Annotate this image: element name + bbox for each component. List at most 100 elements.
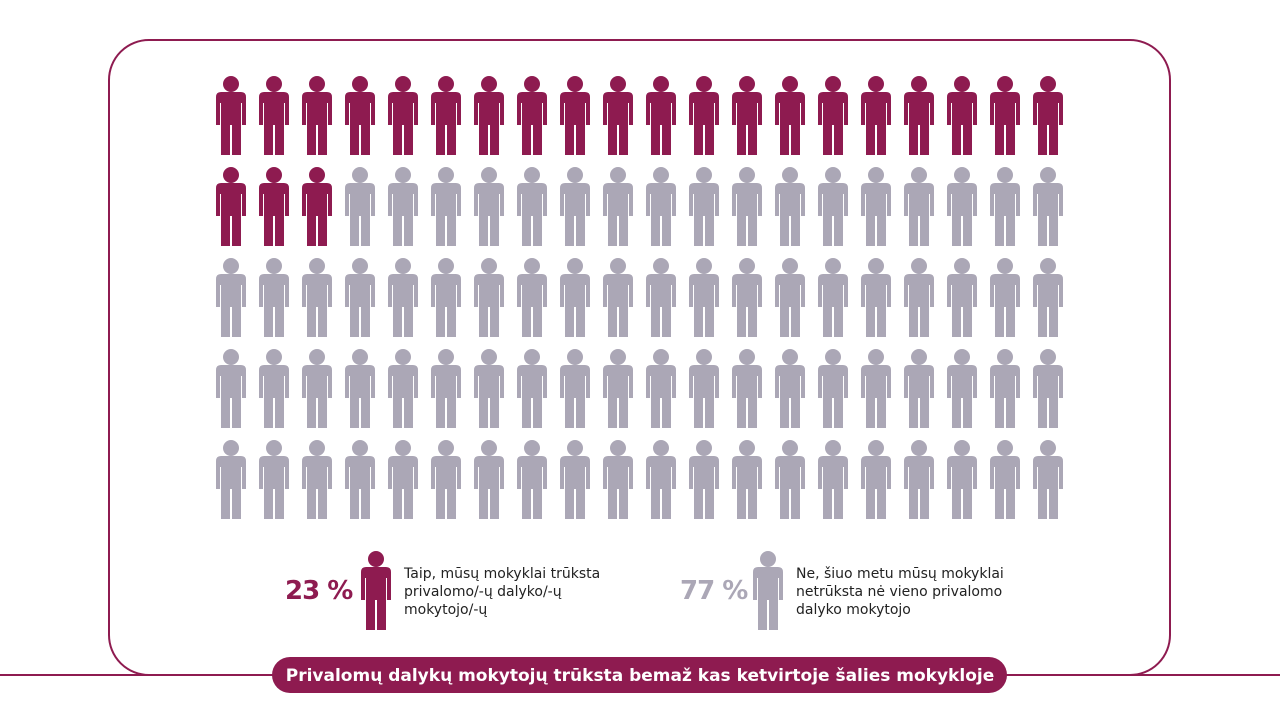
icon-head [653, 440, 669, 456]
person-icon [646, 440, 676, 519]
icon-body [990, 365, 1020, 428]
person-icon [302, 76, 332, 155]
icon-head [911, 349, 927, 365]
person-icon [259, 167, 289, 246]
icon-body [345, 456, 375, 519]
icon-head [610, 76, 626, 92]
icon-head [524, 440, 540, 456]
icon-body [345, 365, 375, 428]
icon-body [775, 183, 805, 246]
person-icon [818, 440, 848, 519]
person-icon [904, 76, 934, 155]
icon-body [646, 456, 676, 519]
icon-body [947, 92, 977, 155]
icon-body [861, 183, 891, 246]
icon-head [309, 440, 325, 456]
person-icon [474, 440, 504, 519]
person-icon [345, 440, 375, 519]
person-icon [818, 76, 848, 155]
icon-head [266, 258, 282, 274]
icon-body [560, 365, 590, 428]
icon-body [1033, 183, 1063, 246]
icon-head [438, 349, 454, 365]
icon-body [560, 274, 590, 337]
person-icon [732, 349, 762, 428]
icon-head [524, 167, 540, 183]
person-icon [947, 349, 977, 428]
icon-head [825, 258, 841, 274]
icon-head [653, 76, 669, 92]
icon-head [352, 76, 368, 92]
icon-head [223, 76, 239, 92]
icon-head [954, 167, 970, 183]
icon-head [438, 167, 454, 183]
icon-body [861, 456, 891, 519]
person-icon [560, 167, 590, 246]
person-icon [259, 76, 289, 155]
person-icon [689, 440, 719, 519]
icon-head [997, 349, 1013, 365]
person-icon [560, 258, 590, 337]
icon-head [868, 349, 884, 365]
icon-body [904, 183, 934, 246]
person-icon [990, 440, 1020, 519]
icon-body [302, 274, 332, 337]
person-icon [818, 258, 848, 337]
icon-head [223, 258, 239, 274]
icon-body [388, 92, 418, 155]
icon-head [610, 349, 626, 365]
icon-body [775, 274, 805, 337]
person-icon [216, 440, 246, 519]
person-icon [431, 167, 461, 246]
icon-body [474, 183, 504, 246]
icon-body [689, 274, 719, 337]
person-icon [560, 440, 590, 519]
icon-head [782, 258, 798, 274]
icon-head [438, 258, 454, 274]
icon-head [223, 440, 239, 456]
icon-body [388, 365, 418, 428]
icon-head [481, 167, 497, 183]
icon-body [861, 274, 891, 337]
icon-head [524, 258, 540, 274]
person-icon [861, 76, 891, 155]
icon-head [954, 258, 970, 274]
person-icon [732, 167, 762, 246]
icon-head [352, 349, 368, 365]
icon-head [395, 349, 411, 365]
icon-body [689, 92, 719, 155]
icon-head [696, 349, 712, 365]
icon-head [997, 167, 1013, 183]
person-icon [345, 167, 375, 246]
icon-head [309, 76, 325, 92]
icon-head [739, 258, 755, 274]
person-icon [259, 440, 289, 519]
chart-title: Privalomų dalykų mokytojų trūksta bemaž … [286, 666, 994, 686]
icon-body [388, 274, 418, 337]
icon-body [216, 365, 246, 428]
person-icon [388, 76, 418, 155]
icon-body [517, 274, 547, 337]
person-icon [947, 76, 977, 155]
person-icon [517, 349, 547, 428]
icon-body [646, 92, 676, 155]
person-icon [302, 440, 332, 519]
person-icon [302, 349, 332, 428]
person-icon [646, 258, 676, 337]
icon-body [904, 365, 934, 428]
icon-body [646, 365, 676, 428]
icon-body [388, 456, 418, 519]
icon-body [689, 456, 719, 519]
icon-body [517, 183, 547, 246]
icon-head [825, 167, 841, 183]
person-icon [904, 258, 934, 337]
icon-head [524, 349, 540, 365]
person-icon [431, 349, 461, 428]
icon-body [818, 456, 848, 519]
icon-head [309, 258, 325, 274]
person-icon [646, 349, 676, 428]
icon-body [517, 456, 547, 519]
icon-body [431, 92, 461, 155]
value-label: 77 % [680, 576, 748, 606]
